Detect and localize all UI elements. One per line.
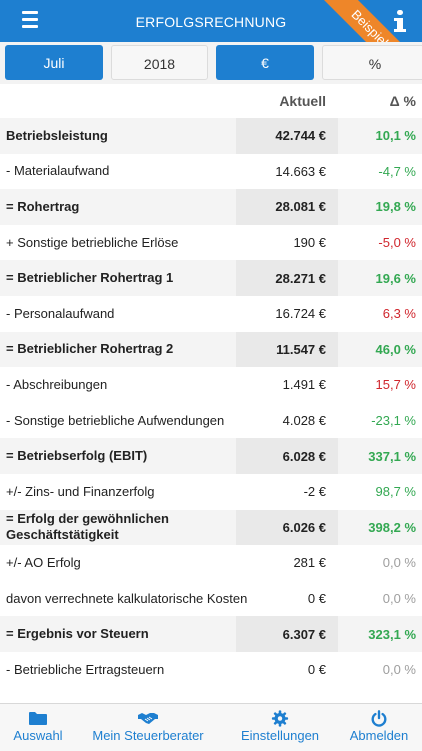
percent-segment[interactable]: % <box>322 45 422 80</box>
row-label: - Betriebliche Ertragsteuern <box>6 661 165 677</box>
table-row[interactable]: davon verrechnete kalkulatorische Kosten… <box>0 581 422 617</box>
value-cell-background <box>236 260 338 296</box>
row-value: 6.028 € <box>282 448 326 464</box>
row-value: 11.547 € <box>276 341 326 357</box>
tab-label: Einstellungen <box>240 728 320 743</box>
row-label: + Sonstige betriebliche Erlöse <box>6 234 179 250</box>
bottom-tab-bar: Auswahl Mein Steuerberater Einstellungen… <box>0 703 422 751</box>
row-delta: 398,2 % <box>368 519 416 535</box>
row-label: +/- AO Erfolg <box>6 554 81 570</box>
table-row[interactable]: - Abschreibungen 1.491 € 15,7 % <box>0 367 422 403</box>
table-row[interactable]: - Personalaufwand 16.724 € 6,3 % <box>0 296 422 332</box>
row-delta: 46,0 % <box>375 341 416 357</box>
value-cell-background <box>236 616 338 652</box>
row-delta: 10,1 % <box>375 128 416 144</box>
row-delta: 323,1 % <box>368 626 416 642</box>
row-value: 6.026 € <box>282 519 326 535</box>
row-label: = Rohertrag <box>6 198 80 214</box>
handshake-icon <box>138 713 158 724</box>
value-cell-background <box>236 189 338 225</box>
tab-auswahl[interactable]: Auswahl <box>0 704 76 751</box>
table-row[interactable]: = Betrieblicher Rohertrag 1 28.271 € 19,6 … <box>0 260 422 296</box>
row-value: 42.744 € <box>275 128 326 144</box>
table-row[interactable]: = Betrieblicher Rohertrag 2 11.547 € 46,0 … <box>0 331 422 368</box>
row-value: 0 € <box>307 591 326 607</box>
row-delta: 6,3 % <box>382 306 416 322</box>
row-value: 0 € <box>307 662 326 678</box>
row-value: 190 € <box>293 235 326 251</box>
table-header: Aktuell Δ % <box>0 84 422 118</box>
row-label: = Ergebnis vor Steuern <box>6 626 149 642</box>
tab-label: Mein Steuerberater <box>92 728 204 743</box>
row-delta: 0,0 % <box>382 555 416 571</box>
gear-icon <box>271 710 289 727</box>
row-label: = Betriebserfolg (EBIT) <box>6 448 148 464</box>
row-value: -2 € <box>303 484 326 500</box>
row-label: - Personalaufwand <box>6 305 115 321</box>
row-value: 28.081 € <box>275 199 326 215</box>
row-delta: 0,0 % <box>382 662 416 678</box>
row-label: - Abschreibungen <box>6 376 108 392</box>
table-row[interactable]: - Sonstige betriebliche Aufwendungen 4.02… <box>0 403 422 439</box>
row-label: - Materialaufwand <box>6 163 110 179</box>
row-value: 6.307 € <box>282 626 326 642</box>
folder-icon <box>29 712 47 725</box>
row-label: = Betrieblicher Rohertrag 2 <box>6 341 174 357</box>
currency-segment[interactable]: € <box>216 45 314 80</box>
row-value: 16.724 € <box>275 306 326 322</box>
row-delta: 19,6 % <box>375 270 416 286</box>
row-delta: 0,0 % <box>382 591 416 607</box>
row-label: = Betrieblicher Rohertrag 1 <box>6 270 174 286</box>
table-row[interactable]: = Rohertrag 28.081 € 19,8 % <box>0 189 422 225</box>
table-row[interactable]: = Erfolg der gewöhnlichen Geschäftstätig… <box>0 509 422 546</box>
table-row[interactable]: = Ergebnis vor Steuern 6.307 € 323,1 % <box>0 616 422 652</box>
value-cell-background <box>236 509 338 546</box>
row-delta: 19,8 % <box>375 199 416 215</box>
row-delta: -23,1 % <box>371 413 416 429</box>
row-label: Betriebsleistung <box>6 127 108 143</box>
page-title: ERFOLGSRECHNUNG <box>135 14 287 30</box>
row-value: 28.271 € <box>275 270 326 286</box>
row-label: = Erfolg der gewöhnlichen Geschäftstätig… <box>6 511 169 543</box>
income-statement-table: Betriebsleistung 42.744 € 10,1 % - Material… <box>0 118 422 688</box>
row-delta: 337,1 % <box>368 448 416 464</box>
tab-abmelden[interactable]: Abmelden <box>336 704 422 751</box>
table-row[interactable]: Betriebsleistung 42.744 € 10,1 % <box>0 118 422 154</box>
row-label: davon verrechnete kalkulatorische Kosten <box>6 590 248 606</box>
row-delta: -5,0 % <box>378 235 416 251</box>
row-delta: 98,7 % <box>375 484 416 500</box>
row-label: +/- Zins- und Finanzerfolg <box>6 483 155 499</box>
tab-label: Auswahl <box>13 728 63 743</box>
hamburger-menu-icon[interactable] <box>22 11 38 29</box>
table-row[interactable]: - Materialaufwand 14.663 € -4,7 % <box>0 154 422 190</box>
year-segment[interactable]: 2018 <box>111 45 208 80</box>
info-icon[interactable] <box>394 10 406 34</box>
table-row[interactable]: + Sonstige betriebliche Erlöse 190 € -5,0 … <box>0 225 422 261</box>
row-value: 14.663 € <box>275 163 326 179</box>
app-header: ERFOLGSRECHNUNG Beispieldaten <box>0 0 422 42</box>
row-value: 4.028 € <box>282 413 326 429</box>
table-row[interactable]: +/- Zins- und Finanzerfolg -2 € 98,7 % <box>0 474 422 510</box>
value-cell-background <box>236 118 338 154</box>
period-segment-bar: Juli 2018 € % <box>0 42 422 84</box>
row-delta: -4,7 % <box>378 163 416 179</box>
row-value: 281 € <box>293 555 326 571</box>
table-row[interactable]: - Betriebliche Ertragsteuern 0 € 0,0 % <box>0 652 422 688</box>
row-label: - Sonstige betriebliche Aufwendungen <box>6 412 225 428</box>
column-header-actual: Aktuell <box>279 93 326 109</box>
month-segment[interactable]: Juli <box>5 45 103 80</box>
power-icon <box>371 710 387 727</box>
value-cell-background <box>236 331 338 368</box>
value-cell-background <box>236 438 338 474</box>
tab-einstellungen[interactable]: Einstellungen <box>230 704 330 751</box>
table-row[interactable]: +/- AO Erfolg 281 € 0,0 % <box>0 545 422 581</box>
row-value: 1.491 € <box>282 377 326 393</box>
row-delta: 15,7 % <box>375 377 416 393</box>
tab-steuerberater[interactable]: Mein Steuerberater <box>76 704 220 751</box>
table-row[interactable]: = Betriebserfolg (EBIT) 6.028 € 337,1 % <box>0 438 422 474</box>
tab-label: Abmelden <box>349 728 409 743</box>
column-header-delta: Δ % <box>389 93 416 109</box>
